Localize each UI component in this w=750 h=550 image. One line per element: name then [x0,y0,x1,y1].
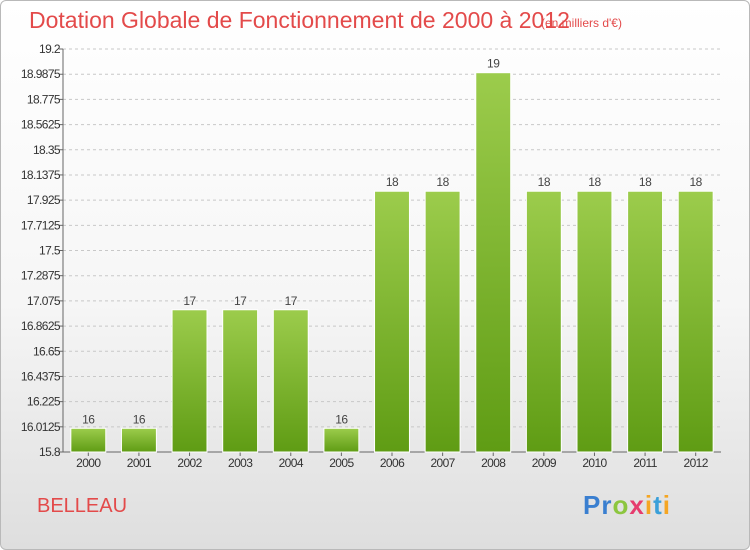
y-tick-label: 16.8625 [21,319,61,333]
data-label: 17 [183,294,196,308]
data-label: 16 [335,412,348,426]
logo-letter: i [662,490,671,520]
x-tick-label: 2006 [380,456,405,470]
x-tick-label: 2010 [582,456,607,470]
y-tick-label: 16.225 [27,395,61,409]
bar [475,72,512,453]
x-tick-label: 2012 [684,456,709,470]
bar [323,427,360,453]
data-label: 18 [690,175,703,189]
data-label: 18 [436,175,449,189]
y-tick-label: 17.075 [27,294,61,308]
x-tick-label: 2008 [481,456,506,470]
y-tick-label: 17.925 [27,193,61,207]
data-label: 18 [588,175,601,189]
logo-letter: x [629,490,645,520]
y-tick-label: 18.9875 [21,67,61,81]
y-tick-label: 15.8 [39,445,61,459]
y-tick-label: 17.5 [39,244,61,258]
y-tick-label: 16.4375 [21,369,61,383]
x-tick-label: 2011 [633,456,657,470]
x-tick-label: 2007 [430,456,455,470]
bars [70,72,714,453]
y-tick-label: 18.5625 [21,118,61,132]
bar [525,190,562,453]
bar [677,190,714,453]
data-label: 18 [386,175,399,189]
proxiti-logo: Proxiti [583,490,671,521]
data-label: 16 [133,412,146,426]
y-tick-label: 16.0125 [21,420,61,434]
data-label: 18 [538,175,551,189]
y-tick-label: 18.35 [33,143,61,157]
y-tick-label: 17.2875 [21,269,61,283]
data-label: 16 [82,412,95,426]
data-label: 17 [234,294,247,308]
x-tick-label: 2004 [279,456,304,470]
y-tick-label: 18.775 [27,92,61,106]
x-tick-label: 2002 [177,456,202,470]
bar [424,190,461,453]
data-label: 17 [285,294,298,308]
x-tick-label: 2009 [532,456,557,470]
bar [576,190,613,453]
x-tick-labels: 2000 2001 2002 2003 2004 2005 2006 2007 2008 2009… [76,456,709,470]
bar [374,190,410,453]
y-tick-labels: 15.8 16.0125 16.225 16.4375 16.65 16.8625 17.0… [21,42,62,459]
y-tick-label: 19.2 [39,42,61,56]
data-label: 19 [487,57,500,71]
x-tick-label: 2005 [329,456,354,470]
y-tick-label: 18.1375 [21,168,61,182]
x-tick-label: 2003 [228,456,253,470]
x-tick-label: 2000 [76,456,101,470]
bar [171,309,208,453]
data-labels: 16 16 17 17 17 16 18 18 19 18 18 18 18 [82,57,703,427]
bar [627,190,664,453]
bar [70,427,107,453]
logo-letter: o [612,490,630,520]
logo-letter: r [601,490,613,520]
chart-subtitle: (en milliers d'€) [541,16,622,30]
data-label: 18 [639,175,652,189]
logo-letter: t [653,490,663,520]
city-name: BELLEAU [37,495,128,517]
logo-letter: P [583,490,602,520]
y-tick-label: 17.7125 [21,218,61,232]
bar [222,309,259,453]
x-tick-label: 2001 [127,456,152,470]
chart-title: Dotation Globale de Fonctionnement de 20… [29,7,570,33]
y-tick-label: 16.65 [33,344,61,358]
bar [272,309,309,453]
bar [120,427,157,453]
logo-letter: i [644,490,654,520]
